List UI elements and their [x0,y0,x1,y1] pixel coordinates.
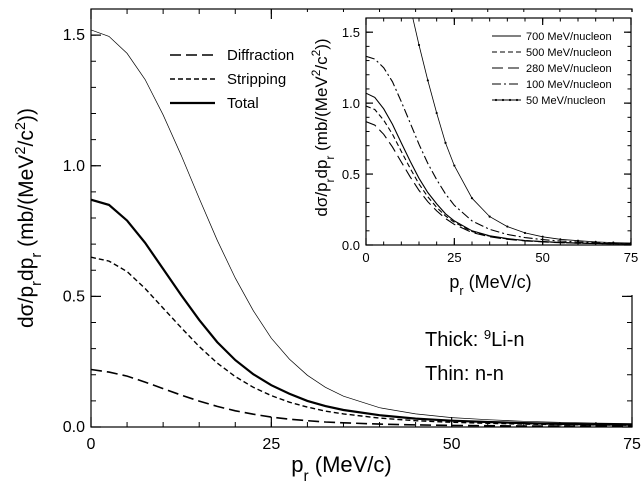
inset-series-line [366,121,631,245]
inset-series-group [366,6,631,245]
y-axis-label: dσ/prdpr (mb/(MeV2/c2)) [13,108,45,328]
x-tick-label: 0 [87,436,96,453]
x-tick-label: 25 [447,250,461,265]
main-chart: 0 25 50 75 0.0 0.5 1.0 1.5 Diffraction Stripping T… [13,8,641,481]
inset-legend-marker [515,98,519,102]
inset-series-marker [541,235,544,238]
inset-series-marker [426,79,429,82]
inset-series-marker [417,43,421,47]
main-series-group [91,29,632,427]
y-tick-label: 1.0 [63,158,85,175]
y-tick-label: 1.0 [342,96,360,111]
inset-legend-marker [494,98,498,102]
inset-legend-marker [501,98,505,102]
inset-chart: 0 25 50 75 0.0 0.5 1.0 1.5 700 MeV/nucleon 500 Me… [305,6,638,298]
legend-label: Stripping [227,71,286,88]
inset-series-marker [523,231,527,235]
series-line-total [91,198,632,426]
inset-series-marker [629,241,631,245]
series-line-diffraction [91,368,632,427]
y-tick-label: 0.5 [342,167,360,182]
x-axis-label: pr (MeV/c) [291,452,392,481]
inset-series-marker [488,215,491,218]
series-line-thin-total [91,29,632,424]
series-line-stripping [91,256,632,426]
inset-legend-label: 280 MeV/nucleon [526,63,612,75]
x-tick-label: 50 [535,250,549,265]
y-tick-label: 1.5 [63,27,85,44]
annotation-1: Thin: n-n [425,363,504,385]
inset-series-line [366,105,631,245]
x-tick-label: 75 [623,436,641,453]
inset-series-marker [506,225,509,228]
x-axis-label: pr (MeV/c) [449,272,531,298]
main-legend: Diffraction Stripping Total [170,47,294,112]
legend-label: Diffraction [227,47,294,64]
x-tick-label: 75 [624,250,638,265]
inset-series-line [366,55,631,244]
y-tick-label: 0.0 [63,419,85,436]
inset-series-marker [470,197,474,200]
inset-background [305,12,634,295]
y-tick-label: 1.5 [342,25,360,40]
legend-label: Total [227,95,259,112]
inset-series-marker [409,6,411,8]
inset-series-marker [453,164,456,167]
inset-legend-label: 100 MeV/nucleon [526,79,612,91]
x-tick-label: 0 [362,250,369,265]
inset-series-marker [612,241,615,244]
inset-legend-label: 700 MeV/nucleon [526,31,612,43]
inset-series-marker [559,238,562,241]
inset-legend-marker [508,98,512,102]
x-tick-label: 25 [262,436,280,453]
inset-legend: 700 MeV/nucleon 500 MeV/nucleon 280 MeV/nu… [492,31,612,107]
y-tick-label: 0.0 [342,238,360,253]
inset-series-marker [576,239,580,242]
inset-legend-label: 500 MeV/nucleon [526,47,612,59]
y-axis-label: dσ/prdpr (mb/(MeV2/c2)) [309,38,337,216]
inset-legend-label: 50 MeV/nucleon [526,95,606,107]
inset-series-marker [444,141,447,144]
x-tick-label: 50 [443,436,461,453]
annotation-0: Thick: 9Li-n [425,327,525,352]
inset-series-marker [435,111,438,115]
inset-series-marker [594,240,597,243]
y-tick-label: 0.5 [63,288,85,305]
